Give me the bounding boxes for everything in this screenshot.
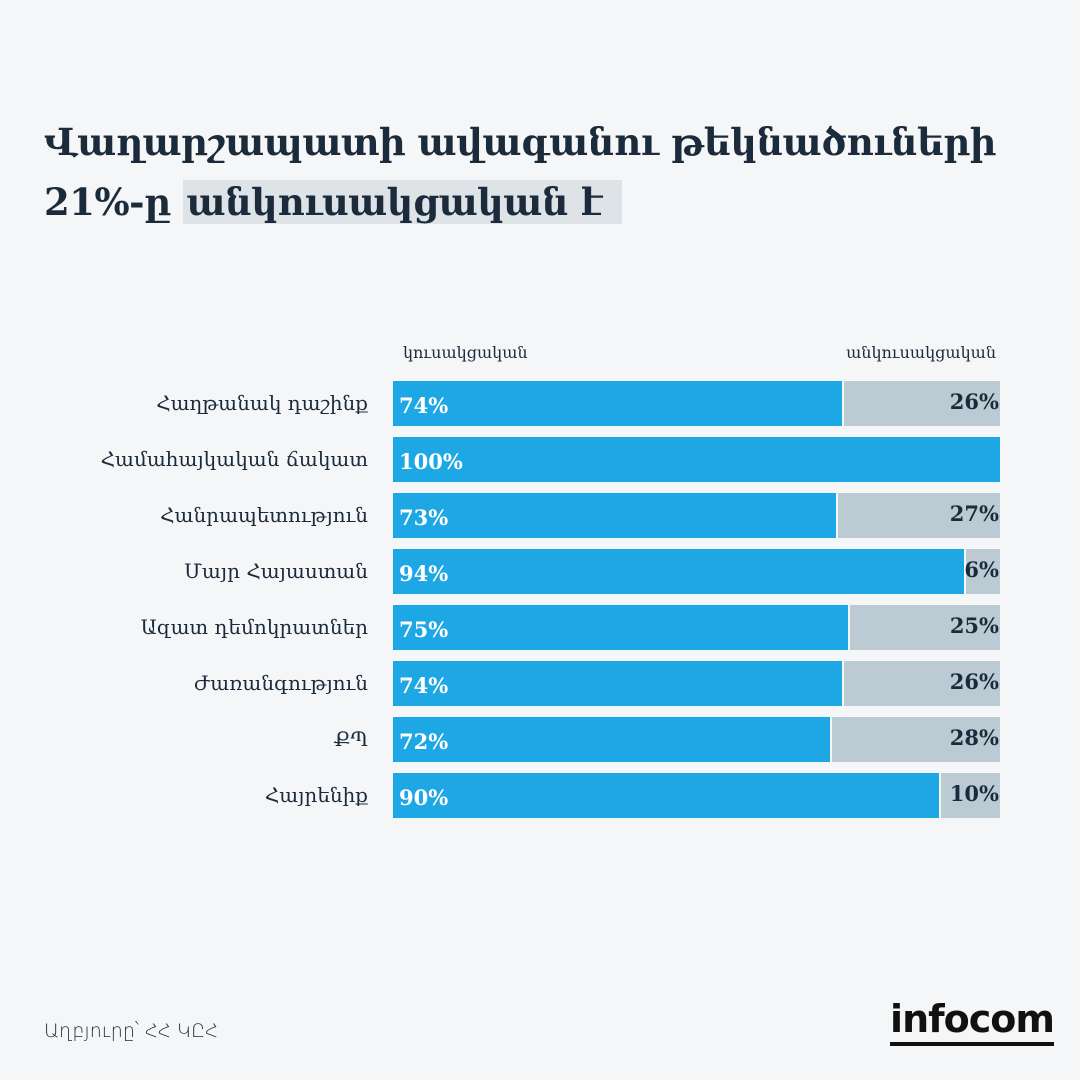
category-label: Համահայկական ճակատ [100, 447, 368, 471]
bar-nonparty: 27% [836, 493, 1000, 538]
source-note: Աղբյուրը՝ ՀՀ ԿԸՀ [44, 1020, 219, 1042]
bar-party: 74% [393, 661, 843, 706]
value-label-nonparty: 26% [949, 669, 999, 694]
stacked-bar: 72% 28% [393, 717, 1000, 762]
category-label: Ժառանգություն [193, 671, 368, 695]
bar-row: Հաղթանակ դաշինք 74% 26% [0, 381, 1080, 426]
value-label-party: 75% [399, 617, 449, 642]
value-label-party: 90% [399, 785, 449, 810]
bar-row: Մայր Հայաստան 94% 6% [0, 549, 1080, 594]
bar-row: Ազատ դեմոկրատներ 75% 25% [0, 605, 1080, 650]
stacked-bar: 74% 26% [393, 381, 1000, 426]
bar-nonparty: 10% [939, 773, 1000, 818]
value-label-nonparty: 26% [949, 389, 999, 414]
bar-party: 90% [393, 773, 940, 818]
value-label-party: 72% [399, 729, 449, 754]
value-label-nonparty: 27% [949, 501, 999, 526]
category-label: ՔՊ [333, 727, 368, 751]
chart-title: Վաղարշապատի ավագանու թեկնածուների 21%-ը ա… [44, 112, 997, 232]
bar-row: Համահայկական ճակատ 100% [0, 437, 1080, 482]
value-label-nonparty: 25% [949, 613, 999, 638]
bar-row: Հանրապետություն 73% 27% [0, 493, 1080, 538]
stacked-bar: 90% 10% [393, 773, 1000, 818]
legend-nonparty: անկուսակցական [846, 343, 996, 362]
bar-row: Հայրենիք 90% 10% [0, 773, 1080, 818]
bar-nonparty: 26% [842, 661, 1000, 706]
value-label-party: 100% [399, 449, 463, 474]
infocom-logo: infocom [890, 996, 1055, 1046]
title-highlight: անկուսակցական է [182, 180, 623, 224]
bar-party: 75% [393, 605, 849, 650]
bar-row: ՔՊ 72% 28% [0, 717, 1080, 762]
value-label-party: 74% [399, 393, 449, 418]
bar-party: 73% [393, 493, 837, 538]
value-label-nonparty: 28% [949, 725, 999, 750]
stacked-bar: 73% 27% [393, 493, 1000, 538]
title-prefix: 21%-ը [44, 180, 171, 224]
category-label: Ազատ դեմոկրատներ [140, 615, 368, 639]
bar-row: Ժառանգություն 74% 26% [0, 661, 1080, 706]
stacked-bar: 75% 25% [393, 605, 1000, 650]
category-label: Հանրապետություն [160, 503, 368, 527]
category-label: Մայր Հայաստան [183, 559, 368, 583]
bar-party: 100% [393, 437, 1000, 482]
stacked-bar: 74% 26% [393, 661, 1000, 706]
title-line-1: Վաղարշապատի ավագանու թեկնածուների [44, 120, 997, 164]
category-label: Հայրենիք [264, 783, 368, 807]
bar-nonparty: 28% [830, 717, 1000, 762]
value-label-party: 73% [399, 505, 449, 530]
bar-party: 74% [393, 381, 843, 426]
bar-party: 72% [393, 717, 831, 762]
stacked-bar: 94% 6% [393, 549, 1000, 594]
bar-nonparty: 25% [848, 605, 1000, 650]
stacked-bar: 100% [393, 437, 1000, 482]
bar-nonparty: 6% [963, 549, 1000, 594]
value-label-nonparty: 10% [949, 781, 999, 806]
bar-rows: Հաղթանակ դաշինք 74% 26% Համահայկական ճակ… [0, 381, 1080, 829]
value-label-party: 94% [399, 561, 449, 586]
legend-party: կուսակցական [403, 343, 528, 362]
bar-nonparty: 26% [842, 381, 1000, 426]
category-label: Հաղթանակ դաշինք [156, 391, 368, 415]
bar-party: 94% [393, 549, 964, 594]
value-label-party: 74% [399, 673, 449, 698]
value-label-nonparty: 6% [964, 557, 999, 582]
